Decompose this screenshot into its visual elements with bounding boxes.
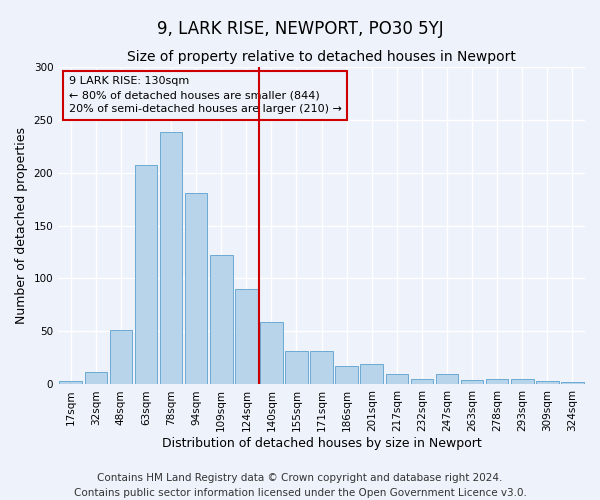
Bar: [185, 192, 208, 384]
Bar: [386, 374, 408, 384]
Bar: [536, 382, 559, 384]
Bar: [361, 364, 383, 384]
Title: Size of property relative to detached houses in Newport: Size of property relative to detached ho…: [127, 50, 516, 64]
Bar: [110, 330, 132, 384]
Bar: [310, 350, 333, 384]
Bar: [160, 132, 182, 384]
Bar: [134, 165, 157, 384]
Bar: [511, 379, 533, 384]
Bar: [210, 255, 233, 384]
Bar: [436, 374, 458, 384]
X-axis label: Distribution of detached houses by size in Newport: Distribution of detached houses by size …: [162, 437, 481, 450]
Text: 9 LARK RISE: 130sqm
← 80% of detached houses are smaller (844)
20% of semi-detac: 9 LARK RISE: 130sqm ← 80% of detached ho…: [69, 76, 341, 114]
Bar: [461, 380, 484, 384]
Bar: [85, 372, 107, 384]
Bar: [486, 379, 508, 384]
Bar: [561, 382, 584, 384]
Bar: [410, 379, 433, 384]
Bar: [335, 366, 358, 384]
Bar: [260, 322, 283, 384]
Bar: [285, 350, 308, 384]
Y-axis label: Number of detached properties: Number of detached properties: [15, 127, 28, 324]
Text: Contains HM Land Registry data © Crown copyright and database right 2024.
Contai: Contains HM Land Registry data © Crown c…: [74, 472, 526, 498]
Text: 9, LARK RISE, NEWPORT, PO30 5YJ: 9, LARK RISE, NEWPORT, PO30 5YJ: [157, 20, 443, 38]
Bar: [235, 289, 257, 384]
Bar: [59, 382, 82, 384]
